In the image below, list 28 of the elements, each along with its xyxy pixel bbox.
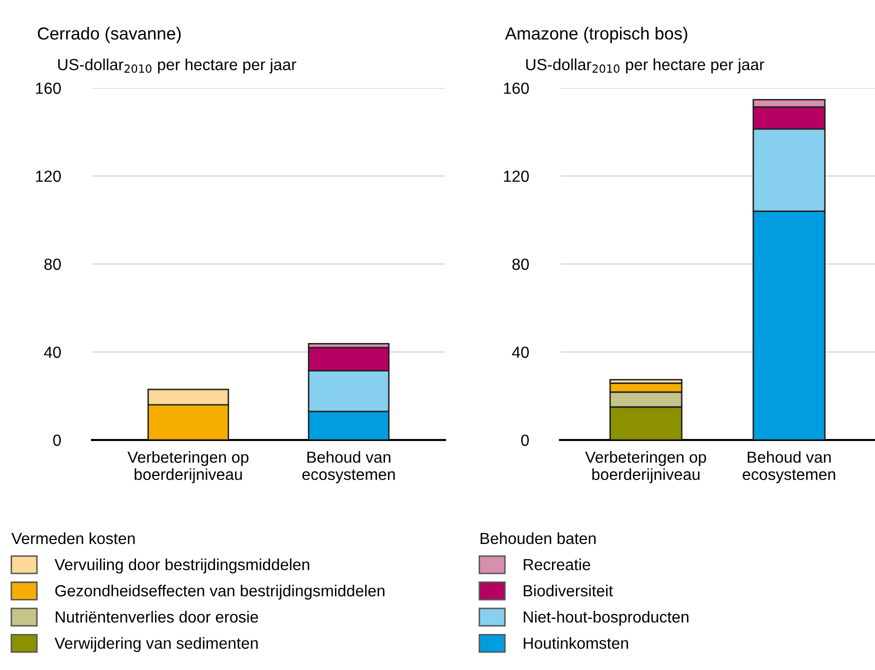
- y-tick-label: 40: [44, 346, 61, 358]
- y-tick-label: 0: [53, 434, 61, 446]
- y-tick-label: 160: [504, 82, 529, 94]
- legend-label: Biodiversiteit: [524, 584, 613, 596]
- y-axis-title: US-dollar$_{2010}$ per hectare per jaar: [58, 58, 296, 74]
- y-tick-label: 80: [44, 258, 61, 270]
- legend-label: Gezondheidseffecten van bestrijdingsmiddelen: [55, 584, 384, 600]
- x-tick-label: Behoud van ecosystemen: [742, 451, 836, 484]
- legend-label: Nutriëntenverlies door erosie: [56, 610, 258, 623]
- y-tick-label: 0: [521, 434, 529, 446]
- legend-label: Niet-hout-bosproducten: [524, 610, 688, 626]
- legend-label: Houtinkomsten: [524, 637, 628, 649]
- legend-title: Vermeden kosten: [11, 532, 135, 544]
- chart-title: Cerrado (savanne): [38, 26, 181, 44]
- y-tick-label: 120: [504, 170, 529, 182]
- legend-title: Behouden baten: [480, 532, 596, 544]
- y-tick-label: 40: [512, 346, 529, 358]
- x-tick-label: Verbeteringen op boerderijniveau: [128, 451, 248, 484]
- y-tick-label: 80: [512, 258, 529, 270]
- legend-label: Verwijdering van sedimenten: [54, 637, 258, 652]
- legend-label: Recreatie: [524, 558, 590, 570]
- legend-label: Vervuiling door bestrijdingsmiddelen: [54, 558, 310, 574]
- y-axis-title: US-dollar$_{2010}$ per hectare per jaar: [526, 58, 764, 74]
- y-tick-label: 160: [36, 82, 61, 94]
- x-tick-label: Verbeteringen op boerderijniveau: [585, 451, 706, 484]
- y-tick-label: 120: [36, 170, 61, 182]
- x-tick-label: Behoud van ecosystemen: [302, 451, 395, 484]
- chart-title: Amazone (tropisch bos): [505, 26, 688, 44]
